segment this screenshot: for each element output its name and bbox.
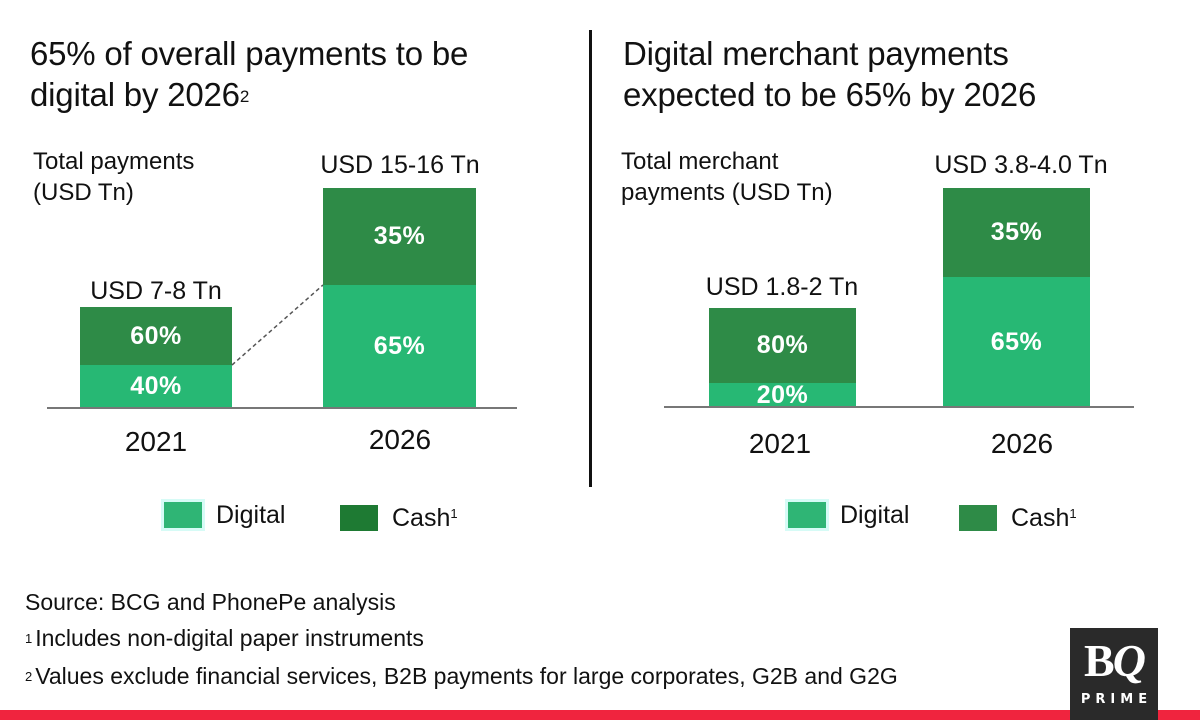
right-2021-cash-segment: 80% — [709, 308, 856, 383]
left-chart-title: 65% of overall payments to be digital by… — [30, 33, 468, 115]
left-2021-cash-pct: 60% — [130, 321, 182, 350]
brand-accent-bar — [0, 710, 1200, 720]
left-legend-digital-label: Digital — [216, 500, 286, 529]
right-legend-digital: Digital — [788, 500, 909, 530]
left-title-line1: 65% of overall payments to be — [30, 35, 469, 72]
left-axis-caption-line1: Total payments — [33, 148, 195, 175]
left-2021-stacked-bar: 60% 40% — [80, 307, 232, 408]
left-2021-digital-pct: 40% — [130, 372, 182, 400]
footnote-2-text: Values exclude financial services, B2B p… — [35, 663, 898, 689]
right-title-line1: Digital merchant payments — [623, 35, 1009, 72]
footnote-ref-2: 2 — [239, 87, 250, 106]
footnote-ref-1: 1 — [450, 505, 458, 521]
right-year-label-2026: 2026 — [990, 428, 1054, 459]
right-chart-title: Digital merchant payments expected to be… — [623, 33, 1036, 115]
left-axis-caption-line2: (USD Tn) — [33, 179, 134, 206]
right-2026-digital-pct: 65% — [990, 327, 1043, 356]
right-legend-cash-text: Cash — [1011, 503, 1070, 532]
right-year-label-2021: 2021 — [748, 428, 812, 459]
left-legend-cash-text: Cash — [392, 503, 451, 532]
logo-letter-q: Q — [1112, 635, 1146, 686]
left-title-line2: digital by 20262 — [30, 74, 468, 115]
left-legend-digital: Digital — [164, 500, 285, 530]
right-2021-digital-segment: 20% — [709, 380, 856, 409]
right-2021-cash-pct: 80% — [756, 331, 809, 359]
left-2021-cash-segment: 60% — [80, 307, 232, 365]
footnote-1: 1 Includes non-digital paper instruments — [25, 624, 424, 652]
left-dashed-connector — [231, 284, 324, 366]
right-2026-stacked-bar: 35% 65% — [943, 188, 1090, 407]
left-2026-cash-segment: 35% — [323, 188, 476, 285]
digital-swatch-icon — [788, 502, 826, 528]
footnote-1-marker: 1 — [25, 631, 33, 646]
right-x-axis-baseline — [664, 406, 1134, 408]
right-axis-caption-line2: payments (USD Tn) — [621, 179, 833, 206]
right-2026-total-label: USD 3.8-4.0 Tn — [934, 151, 1108, 179]
right-2026-cash-pct: 35% — [990, 218, 1043, 246]
left-axis-caption: Total payments (USD Tn) — [33, 146, 194, 208]
footnote-1-text: Includes non-digital paper instruments — [35, 625, 424, 651]
right-2026-cash-segment: 35% — [943, 188, 1090, 277]
right-legend-cash: Cash1 — [959, 503, 1077, 533]
right-axis-caption: Total merchant payments (USD Tn) — [621, 146, 833, 208]
left-title-line2-text: digital by 2026 — [30, 76, 240, 113]
logo-letter-b: B — [1084, 635, 1115, 686]
footnote-ref-1: 1 — [1069, 505, 1077, 521]
right-legend-cash-label: Cash1 — [1011, 504, 1077, 533]
left-legend-cash-label: Cash1 — [392, 504, 458, 533]
left-2021-digital-segment: 40% — [80, 365, 232, 408]
left-2026-digital-pct: 65% — [373, 332, 426, 360]
source-note: Source: BCG and PhonePe analysis — [25, 589, 396, 615]
left-year-label-2026: 2026 — [368, 424, 432, 455]
digital-swatch-icon — [164, 502, 202, 528]
cash-swatch-icon — [959, 505, 997, 531]
footnote-2-marker: 2 — [25, 669, 33, 684]
right-2021-total-label: USD 1.8-2 Tn — [705, 273, 859, 301]
right-2021-stacked-bar: 80% 20% — [709, 308, 856, 409]
left-x-axis-baseline — [47, 407, 517, 409]
left-2026-stacked-bar: 35% 65% — [323, 188, 476, 408]
cash-swatch-icon — [340, 505, 378, 531]
bq-prime-logo: BQ PRIME — [1070, 628, 1158, 720]
left-2026-total-label: USD 15-16 Tn — [320, 151, 480, 179]
left-2026-digital-segment: 65% — [323, 285, 476, 408]
left-2021-total-label: USD 7-8 Tn — [90, 277, 222, 305]
right-title-line2: expected to be 65% by 2026 — [623, 76, 1037, 113]
panel-divider — [589, 30, 592, 487]
left-2026-cash-pct: 35% — [373, 222, 426, 250]
footnote-2: 2 Values exclude financial services, B2B … — [25, 662, 898, 690]
right-2021-digital-pct: 20% — [756, 380, 809, 409]
left-year-label-2021: 2021 — [124, 426, 188, 457]
logo-wordmark: BQ — [1084, 634, 1146, 688]
right-legend-digital-label: Digital — [840, 500, 910, 529]
logo-prime-text: PRIME — [1080, 692, 1153, 707]
right-2026-digital-segment: 65% — [943, 277, 1090, 407]
left-legend-cash: Cash1 — [340, 503, 458, 533]
right-axis-caption-line1: Total merchant — [621, 148, 779, 175]
